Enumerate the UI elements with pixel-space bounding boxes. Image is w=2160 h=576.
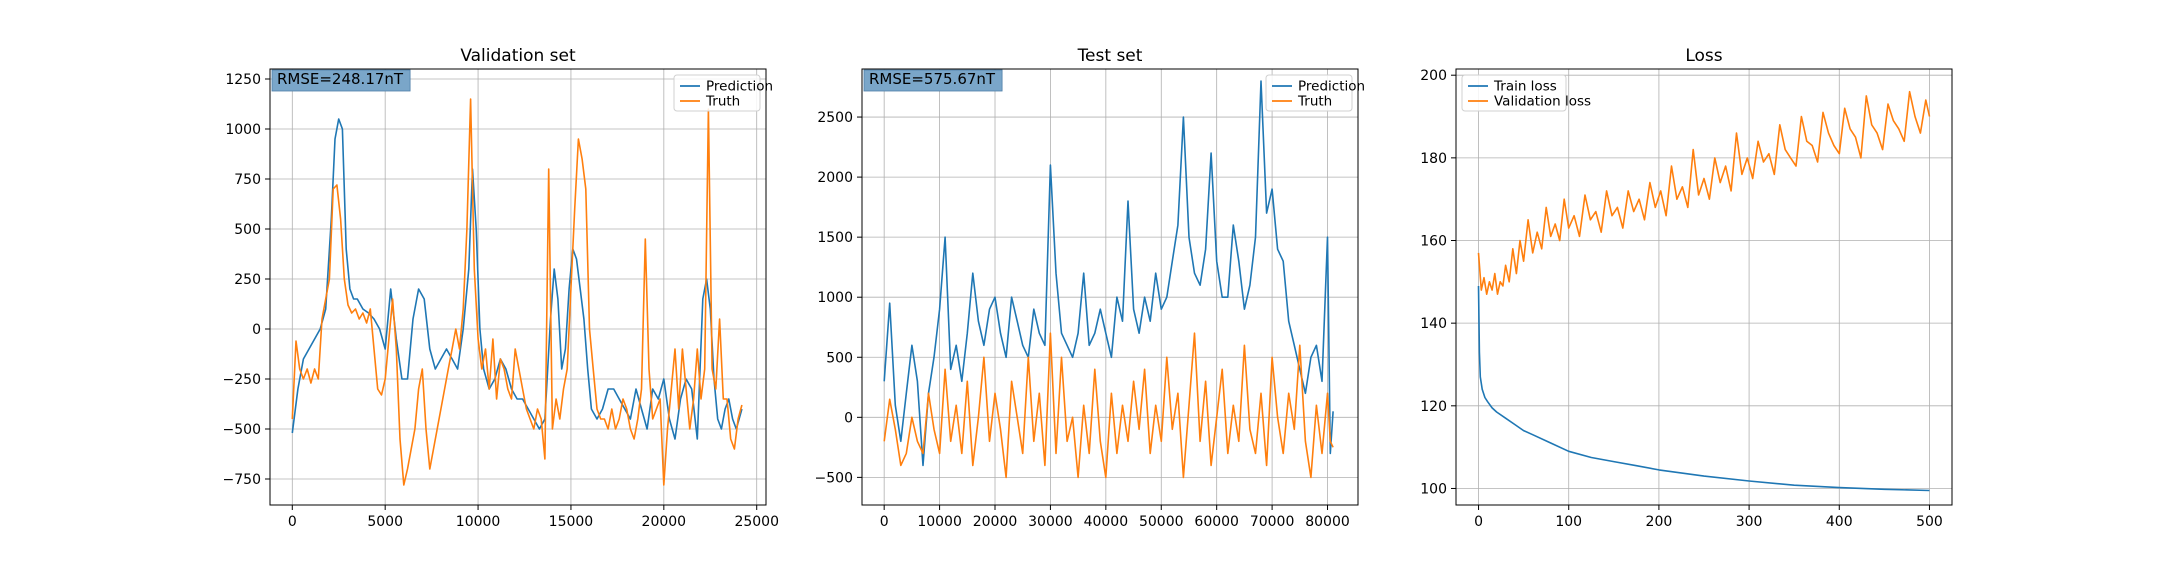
- y-tick-label: 750: [234, 172, 261, 188]
- y-tick-label: 250: [234, 272, 261, 288]
- plot-area-frame: [861, 68, 1359, 506]
- y-tick-label: 140: [1420, 316, 1447, 332]
- y-tick-label: 1250: [225, 72, 261, 88]
- y-tick-label: 1000: [817, 290, 853, 306]
- rmse-annotation: RMSE=575.67nT: [863, 69, 1003, 92]
- y-tick-label: −250: [223, 372, 261, 388]
- x-tick-label: 400: [1826, 514, 1853, 530]
- y-tick-label: −750: [223, 472, 261, 488]
- chart-panel-2: 0 100 200 300 400 500 100 120 140 160 180 200 Loss Tr…: [1420, 46, 1953, 530]
- y-tick-label: 1500: [817, 230, 853, 246]
- x-tick-label: 80000: [1305, 514, 1350, 530]
- x-tick-label: 40000: [1084, 514, 1129, 530]
- y-tick-label: 0: [252, 322, 261, 338]
- legend-entry-label: Truth: [1297, 94, 1332, 110]
- x-tick-label: 0: [880, 514, 889, 530]
- plot-area-frame: [269, 68, 767, 506]
- y-tick-label: 500: [826, 350, 853, 366]
- y-tick-label: 100: [1420, 481, 1447, 497]
- x-tick-label: 500: [1916, 514, 1943, 530]
- x-tick-label: 5000: [367, 514, 403, 530]
- rmse-annotation-text: RMSE=575.67nT: [869, 70, 996, 88]
- chart-title: Validation set: [460, 46, 576, 66]
- x-tick-label: 15000: [549, 514, 594, 530]
- y-tick-label: 200: [1420, 68, 1447, 84]
- x-tick-label: 30000: [1028, 514, 1073, 530]
- y-tick-label: −500: [815, 470, 853, 486]
- chart-panel-1: 0 10000 20000 30000 40000 50000 60000 70000 8000…: [815, 46, 1366, 530]
- x-tick-label: 0: [1474, 514, 1483, 530]
- legend-entry-label: Prediction: [1298, 79, 1365, 95]
- y-tick-label: 0: [844, 410, 853, 426]
- x-tick-label: 10000: [456, 514, 501, 530]
- x-tick-label: 10000: [917, 514, 962, 530]
- legend-entry-label: Validation loss: [1494, 94, 1591, 110]
- x-tick-label: 60000: [1194, 514, 1239, 530]
- x-tick-label: 20000: [973, 514, 1018, 530]
- y-tick-label: 120: [1420, 399, 1447, 415]
- legend-frame: [1461, 74, 1567, 112]
- x-tick-label: 0: [288, 514, 297, 530]
- x-tick-label: 50000: [1139, 514, 1184, 530]
- y-tick-label: 180: [1420, 151, 1447, 167]
- rmse-annotation-box: [863, 69, 1003, 92]
- x-tick-label: 70000: [1250, 514, 1295, 530]
- x-tick-label: 25000: [734, 514, 779, 530]
- chart-title: Loss: [1685, 46, 1722, 66]
- x-tick-label: 200: [1646, 514, 1673, 530]
- series-line-truth: [291, 98, 743, 486]
- series-line-train-loss: [1477, 285, 1930, 492]
- rmse-annotation-text: RMSE=248.17nT: [277, 70, 404, 88]
- y-tick-label: −500: [223, 422, 261, 438]
- chart-title: Test set: [1077, 46, 1143, 66]
- y-tick-label: 500: [234, 222, 261, 238]
- y-tick-label: 2500: [817, 110, 853, 126]
- x-tick-label: 300: [1736, 514, 1763, 530]
- legend-entry-label: Prediction: [706, 79, 773, 95]
- chart-panel-0: 0 5000 10000 15000 20000 25000 −750 −500 −250 0 25…: [223, 46, 779, 530]
- rmse-annotation: RMSE=248.17nT: [271, 69, 411, 92]
- series-line-truth: [883, 332, 1334, 479]
- legend-entry-label: Train loss: [1493, 79, 1557, 95]
- plot-area-frame: [1455, 68, 1953, 506]
- y-tick-label: 2000: [817, 170, 853, 186]
- y-tick-label: 1000: [225, 122, 261, 138]
- y-tick-label: 160: [1420, 234, 1447, 250]
- x-tick-label: 100: [1555, 514, 1582, 530]
- rmse-annotation-box: [271, 69, 411, 92]
- series-line-validation-loss: [1477, 90, 1931, 296]
- legend-frame: [1265, 74, 1353, 112]
- x-tick-label: 20000: [642, 514, 687, 530]
- series-line-prediction: [883, 80, 1334, 467]
- legend-entry-label: Truth: [705, 94, 740, 110]
- legend-frame: [673, 74, 761, 112]
